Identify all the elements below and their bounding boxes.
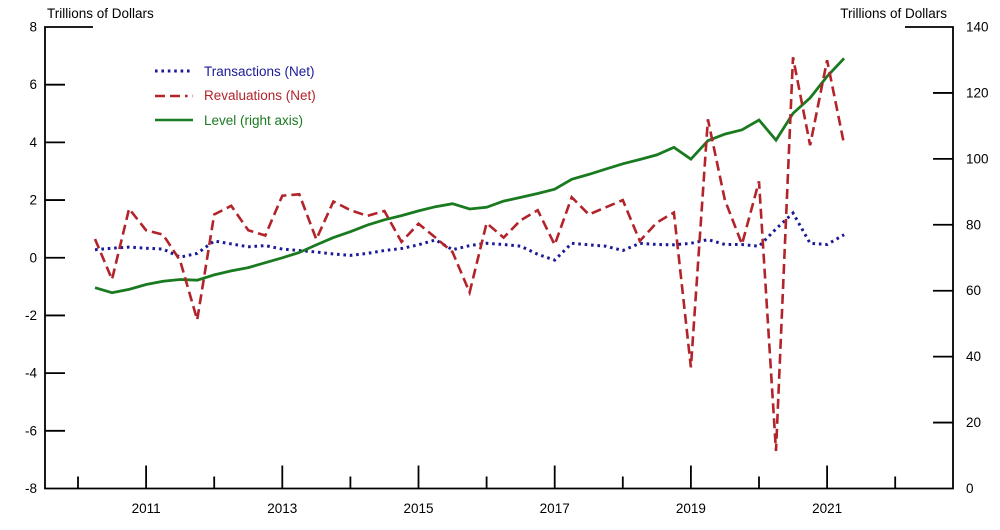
x-axis-year-label: 2013 (267, 501, 297, 516)
left-axis-tick-label: 2 (29, 193, 37, 208)
series-revaluations-line (93, 57, 846, 452)
right-axis-tick-label: 80 (966, 217, 981, 232)
left-axis-tick-label: 6 (29, 77, 37, 92)
x-axis-year-label: 2019 (676, 501, 706, 516)
x-axis-year-label: 2015 (403, 501, 433, 516)
x-axis-year-label: 2011 (132, 501, 161, 516)
legend-item-level: Level (right axis) (155, 108, 316, 133)
right-axis-tick-label: 100 (966, 151, 989, 166)
legend-label-revaluations: Revaluations (Net) (204, 88, 316, 104)
left-axis-tick-label: 4 (29, 135, 37, 150)
right-axis-tick-label: 120 (966, 85, 989, 100)
right-axis-tick-label: 0 (966, 481, 974, 496)
x-axis-year-label: 2021 (812, 501, 842, 516)
right-axis-tick-label: 40 (966, 349, 981, 364)
left-axis-tick-label: -4 (25, 366, 37, 381)
axis-frame (44, 26, 954, 490)
transactions-line-swatch (155, 69, 193, 73)
x-axis-year-label: 2017 (540, 501, 570, 516)
legend: Transactions (Net) Revaluations (Net) Le… (155, 59, 316, 133)
right-axis-tick-label: 60 (966, 283, 981, 298)
right-axis-tick-label: 20 (966, 415, 981, 430)
legend-label-level: Level (right axis) (204, 112, 304, 128)
series-level-line (94, 57, 846, 295)
left-axis-tick-label: -2 (25, 308, 37, 323)
right-axis-tick-label: 140 (966, 20, 989, 35)
left-axis-tick-label: 0 (29, 250, 37, 265)
legend-label-transactions: Transactions (Net) (204, 63, 315, 79)
legend-item-transactions: Transactions (Net) (155, 59, 316, 84)
left-axis-tick-label: 8 (29, 20, 37, 35)
left-axis-tick-label: -8 (25, 481, 37, 496)
left-axis-title: Trillions of Dollars (47, 6, 154, 21)
revaluations-line-swatch (155, 94, 193, 98)
level-line-swatch (155, 118, 193, 122)
right-axis-title: Trillions of Dollars (840, 6, 947, 21)
legend-item-revaluations: Revaluations (Net) (155, 84, 316, 109)
left-axis-tick-label: -6 (25, 423, 37, 438)
